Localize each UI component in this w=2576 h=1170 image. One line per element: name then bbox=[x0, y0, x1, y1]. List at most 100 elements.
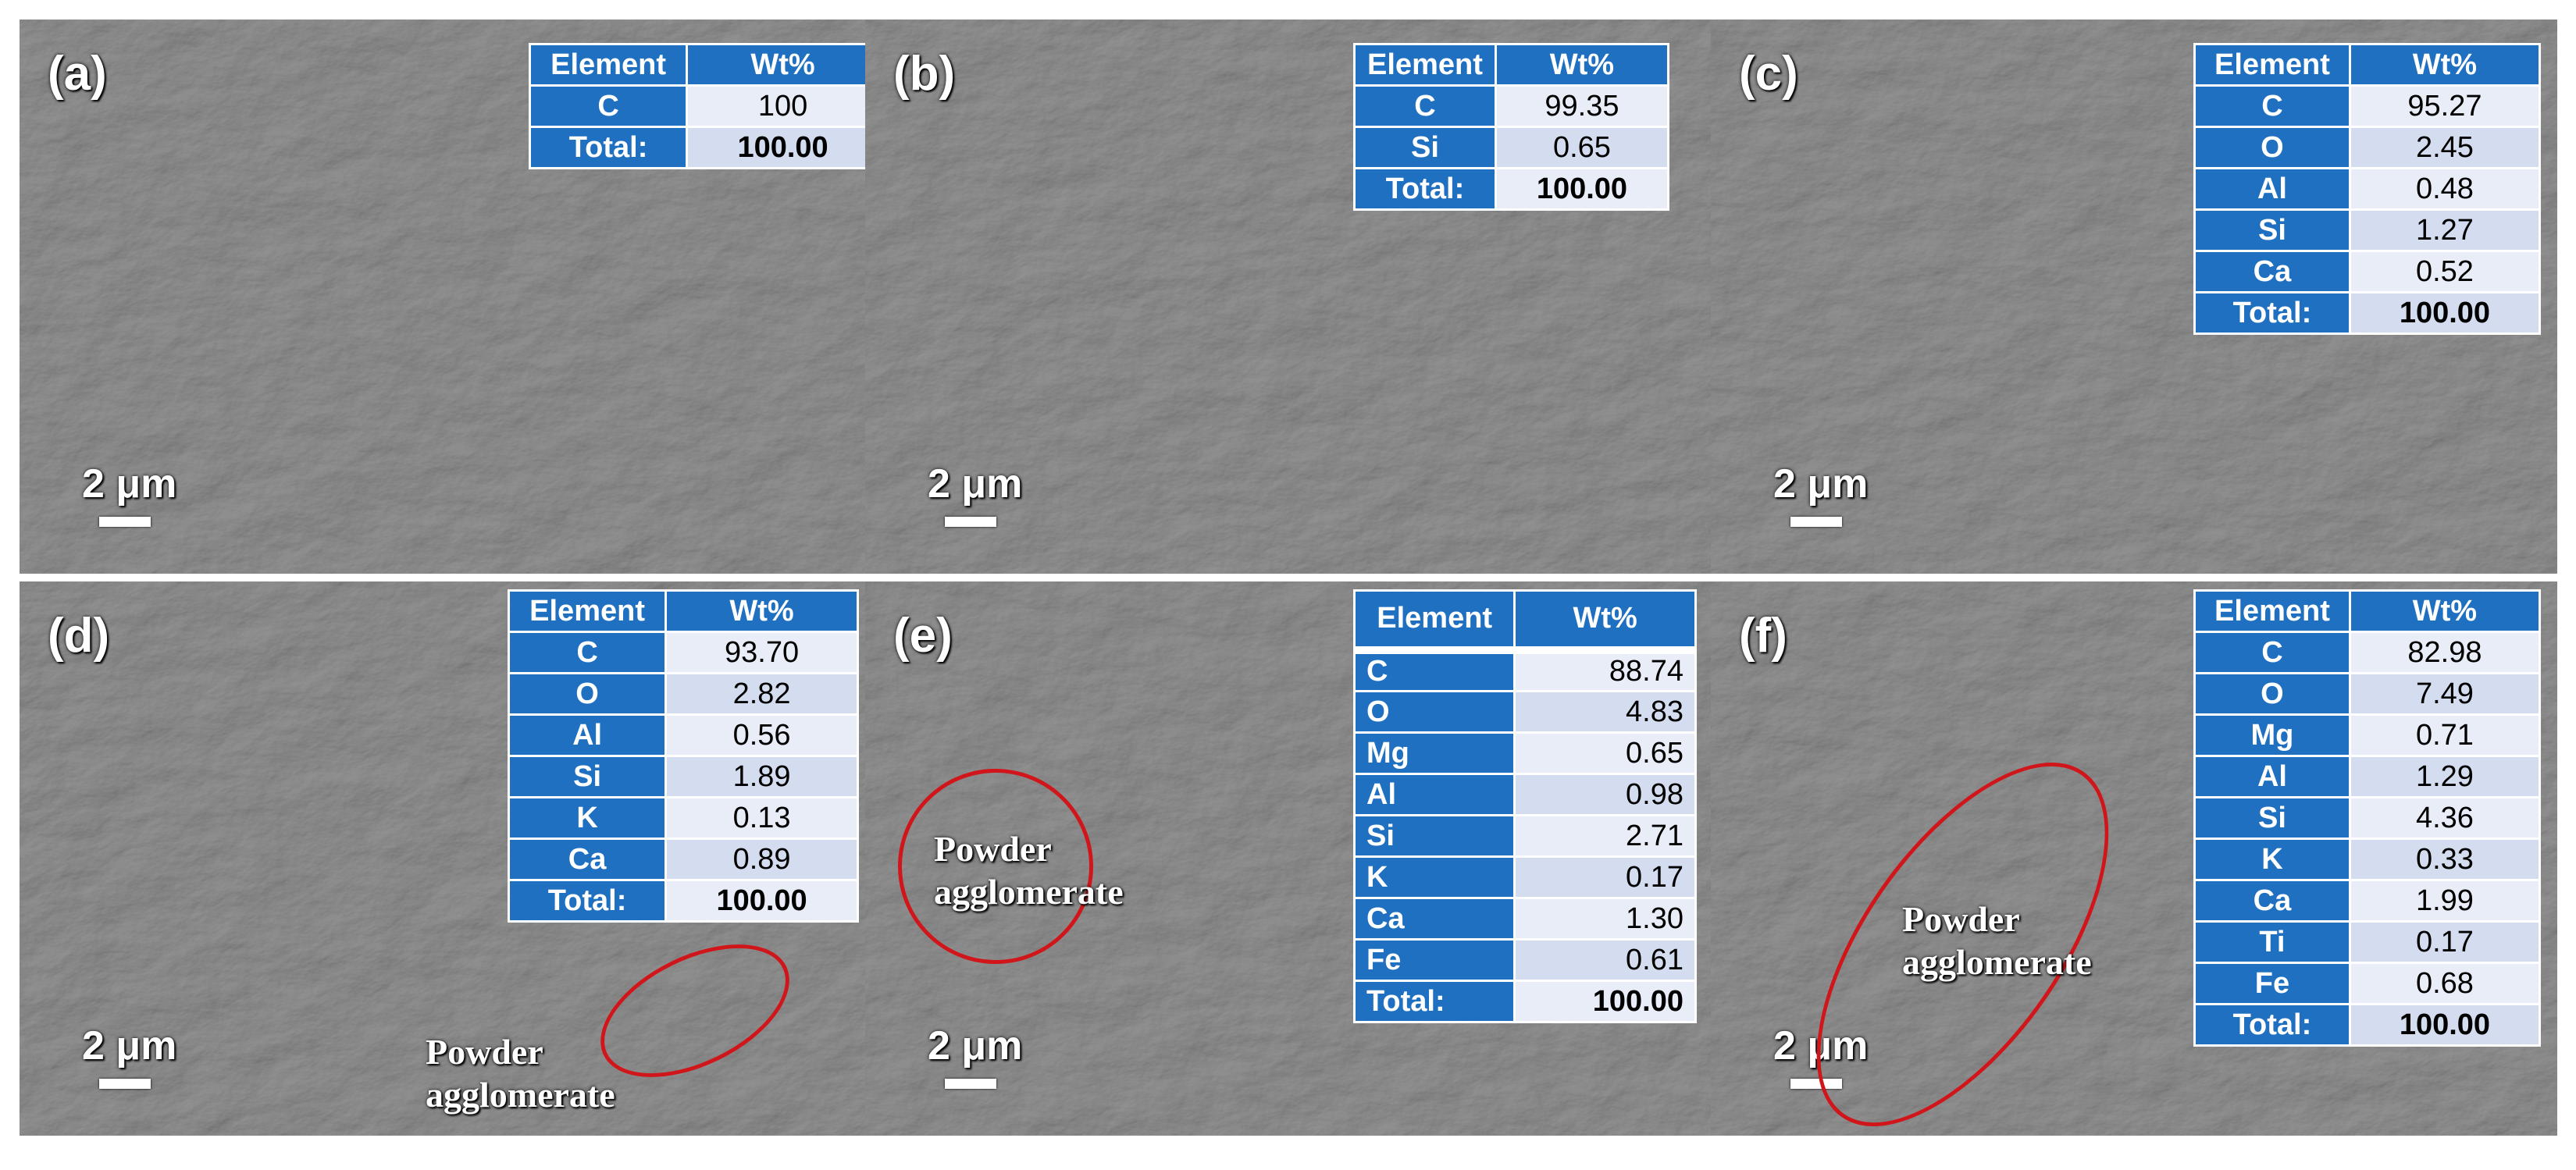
wt-cell: 100.00 bbox=[664, 879, 859, 923]
element-cell: K bbox=[1352, 855, 1516, 899]
table-row: Al 1.29 bbox=[2193, 755, 2542, 798]
table-row: Si 1.27 bbox=[2193, 208, 2542, 252]
wt-cell: 0.33 bbox=[2348, 837, 2542, 881]
element-cell: Ca bbox=[1352, 897, 1516, 941]
element-header: Element bbox=[1352, 589, 1516, 651]
element-cell: Total: bbox=[2193, 291, 2351, 335]
table-row: Al 0.98 bbox=[1352, 773, 1697, 816]
table-row: K 0.17 bbox=[1352, 855, 1697, 899]
table-row: O 2.45 bbox=[2193, 126, 2542, 169]
scale-bar: 2 μm bbox=[1773, 1026, 1868, 1089]
table-row: Total: 100.00 bbox=[528, 126, 866, 169]
table-row: C 82.98 bbox=[2193, 631, 2542, 674]
eds-composition-table: Element Wt% C 99.35 Si 0.65 Total: 100.00 bbox=[1353, 43, 1670, 211]
table-row: O 2.82 bbox=[507, 672, 859, 716]
element-cell: Fe bbox=[1352, 938, 1516, 982]
element-cell: Total: bbox=[528, 126, 689, 169]
element-cell: Total: bbox=[507, 879, 668, 923]
sem-panel: (d) Element Wt% C 93.70 O 2.82 Al 0.56 Si 1.89 K 0.1… bbox=[20, 581, 866, 1136]
scale-bar: 2 μm bbox=[82, 1026, 176, 1089]
scale-bar-line bbox=[945, 517, 996, 527]
eds-composition-table: Element Wt% C 82.98 O 7.49 Mg 0.71 Al 1.29 Si 4.36 K… bbox=[2193, 589, 2542, 1047]
scale-bar: 2 μm bbox=[928, 1026, 1022, 1089]
element-header: Element bbox=[528, 43, 689, 87]
table-row: K 0.33 bbox=[2193, 837, 2542, 881]
wt-cell: 100.00 bbox=[2348, 291, 2542, 335]
wt-cell: 99.35 bbox=[1494, 84, 1670, 128]
table-row: Si 0.65 bbox=[1353, 126, 1670, 169]
wt-cell: 2.71 bbox=[1513, 814, 1697, 858]
scale-bar-line bbox=[945, 1079, 996, 1089]
element-cell: Mg bbox=[2193, 713, 2351, 757]
table-row: Ti 0.17 bbox=[2193, 920, 2542, 964]
element-cell: Si bbox=[1352, 814, 1516, 858]
eds-composition-table: Element Wt% C 95.27 O 2.45 Al 0.48 Si 1.27 Ca 0.52 T… bbox=[2193, 43, 2542, 335]
element-cell: Al bbox=[2193, 167, 2351, 211]
panel-label: (b) bbox=[893, 47, 956, 101]
wt-cell: 100.00 bbox=[2348, 1003, 2542, 1047]
panel-label: (f) bbox=[1739, 609, 1787, 663]
element-cell: Si bbox=[1353, 126, 1497, 169]
eds-composition-table: Element Wt% C 100 Total: 100.00 bbox=[528, 43, 866, 169]
table-row: Mg 0.65 bbox=[1352, 731, 1697, 775]
panel-label: (e) bbox=[893, 609, 953, 663]
element-cell: C bbox=[1352, 649, 1516, 692]
wt-cell: 82.98 bbox=[2348, 631, 2542, 674]
wt-cell: 0.56 bbox=[664, 713, 859, 757]
element-cell: Ti bbox=[2193, 920, 2351, 964]
scale-bar: 2 μm bbox=[928, 464, 1022, 527]
table-row: Ca 1.30 bbox=[1352, 897, 1697, 941]
element-cell: Ca bbox=[507, 837, 668, 881]
wt-header: Wt% bbox=[664, 589, 859, 633]
table-row: K 0.13 bbox=[507, 796, 859, 840]
wt-cell: 100 bbox=[686, 84, 866, 128]
element-cell: Ca bbox=[2193, 879, 2351, 923]
element-cell: Al bbox=[1352, 773, 1516, 816]
wt-cell: 0.17 bbox=[1513, 855, 1697, 899]
table-row: Si 4.36 bbox=[2193, 796, 2542, 840]
element-header: Element bbox=[2193, 589, 2351, 633]
element-cell: Total: bbox=[1353, 167, 1497, 211]
table-row: O 4.83 bbox=[1352, 690, 1697, 734]
powder-agglomerate-label: Powder agglomerate bbox=[426, 1030, 615, 1116]
table-row: C 99.35 bbox=[1353, 84, 1670, 128]
wt-cell: 0.13 bbox=[664, 796, 859, 840]
element-cell: Al bbox=[2193, 755, 2351, 798]
scale-bar: 2 μm bbox=[1773, 464, 1868, 527]
element-cell: Al bbox=[507, 713, 668, 757]
sem-panel: (b) Element Wt% C 99.35 Si 0.65 Total: 100.00 2 μ… bbox=[865, 20, 1712, 574]
table-row: Ca 0.52 bbox=[2193, 250, 2542, 293]
table-row: Al 0.48 bbox=[2193, 167, 2542, 211]
wt-cell: 7.49 bbox=[2348, 672, 2542, 716]
wt-header: Wt% bbox=[686, 43, 866, 87]
table-row: Total: 100.00 bbox=[1353, 167, 1670, 211]
table-row: Al 0.56 bbox=[507, 713, 859, 757]
table-row: C 88.74 bbox=[1352, 649, 1697, 692]
element-cell: C bbox=[507, 631, 668, 674]
wt-header: Wt% bbox=[1494, 43, 1670, 87]
element-cell: C bbox=[2193, 631, 2351, 674]
scale-bar-line bbox=[99, 517, 151, 527]
wt-cell: 0.61 bbox=[1513, 938, 1697, 982]
table-row: Si 2.71 bbox=[1352, 814, 1697, 858]
panel-label: (d) bbox=[48, 609, 110, 663]
wt-cell: 0.17 bbox=[2348, 920, 2542, 964]
table-row: C 100 bbox=[528, 84, 866, 128]
annotation-line-1: Powder bbox=[426, 1032, 543, 1072]
wt-cell: 2.82 bbox=[664, 672, 859, 716]
table-row: Total: 100.00 bbox=[1352, 980, 1697, 1023]
wt-cell: 100.00 bbox=[1494, 167, 1670, 211]
scale-bar-line bbox=[99, 1079, 151, 1089]
wt-cell: 0.98 bbox=[1513, 773, 1697, 816]
annotation-line-2: agglomerate bbox=[934, 872, 1124, 912]
table-row: Ca 0.89 bbox=[507, 837, 859, 881]
wt-header: Wt% bbox=[2348, 43, 2542, 87]
wt-cell: 95.27 bbox=[2348, 84, 2542, 128]
eds-composition-table: Element Wt% C 88.74 O 4.83 Mg 0.65 Al 0.98 Si 2.71 K… bbox=[1352, 589, 1697, 1023]
wt-cell: 93.70 bbox=[664, 631, 859, 674]
element-cell: Ca bbox=[2193, 250, 2351, 293]
table-row: Si 1.89 bbox=[507, 755, 859, 798]
scale-bar-label: 2 μm bbox=[82, 1023, 177, 1069]
wt-cell: 88.74 bbox=[1513, 649, 1697, 692]
element-header: Element bbox=[507, 589, 668, 633]
